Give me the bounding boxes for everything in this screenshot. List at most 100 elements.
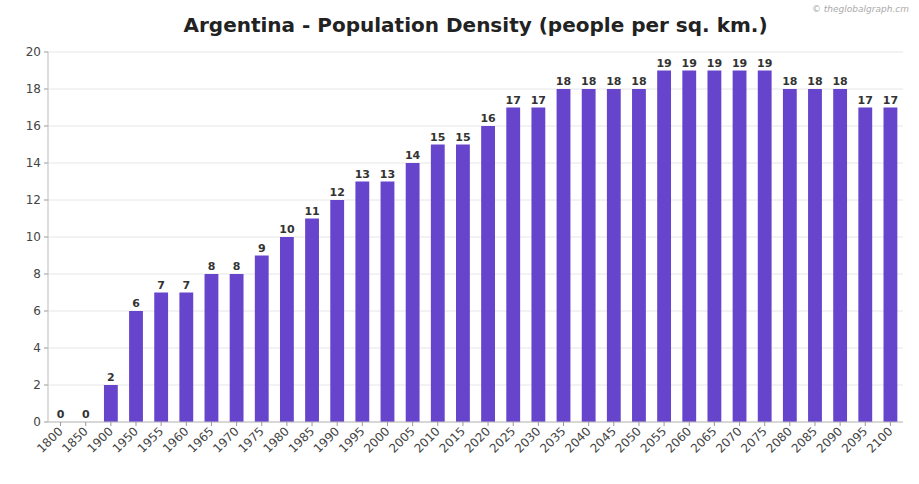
x-tick [387,422,388,426]
x-tick-label: 2030 [512,424,543,455]
data-label: 11 [304,205,319,218]
data-label: 8 [233,260,241,273]
data-label: 17 [883,94,898,107]
bar [682,71,696,423]
y-tick [44,274,48,275]
bar [456,145,470,423]
y-tick-label: 12 [26,193,41,207]
x-tick-label: 1985 [286,424,317,455]
bar [884,108,898,423]
x-tick [362,422,363,426]
data-label: 18 [581,75,596,88]
data-label: 13 [355,168,370,181]
y-tick-label: 20 [26,45,41,59]
data-label: 19 [656,57,671,70]
bar [632,89,646,422]
x-tick-label: 2075 [738,424,769,455]
x-tick [286,422,287,426]
x-tick-label: 2015 [437,424,468,455]
grid-line [48,274,903,275]
bar [205,274,219,422]
grid-line [48,163,903,164]
x-tick-label: 2090 [814,424,845,455]
x-tick [513,422,514,426]
data-label: 18 [606,75,621,88]
data-label: 18 [556,75,571,88]
x-tick [412,422,413,426]
x-tick [890,422,891,426]
x-tick-label: 2025 [487,424,518,455]
x-tick-label: 1995 [336,424,367,455]
y-tick [44,311,48,312]
x-tick-label: 1975 [235,424,266,455]
x-tick-label: 2045 [587,424,618,455]
bar [431,145,445,423]
y-tick [44,200,48,201]
x-tick-label: 2020 [462,424,493,455]
grid-line [48,422,903,423]
x-tick [85,422,86,426]
x-tick [664,422,665,426]
grid-line [48,52,903,53]
x-tick [236,422,237,426]
bars [104,71,897,423]
x-tick-label: 1965 [185,424,216,455]
x-tick [337,422,338,426]
bar [154,293,168,423]
x-tick-label: 2040 [562,424,593,455]
data-label: 6 [132,297,140,310]
x-tick [613,422,614,426]
bar [707,71,721,423]
x-tick [161,422,162,426]
x-tick [110,422,111,426]
y-tick-label: 10 [26,230,41,244]
bar [179,293,193,423]
bar [355,182,369,423]
x-tick-label: 2085 [789,424,820,455]
x-tick-label: 2000 [361,424,392,455]
bar [129,311,143,422]
y-tick [44,348,48,349]
x-tick [588,422,589,426]
data-label: 10 [279,223,295,236]
data-label: 19 [732,57,747,70]
bar [481,126,495,422]
x-tick-label: 1980 [261,424,292,455]
grid-line [48,200,903,201]
x-tick [538,422,539,426]
bar [381,182,395,423]
title: Argentina - Population Density (people p… [183,13,767,37]
x-tick-label: 1970 [210,424,241,455]
x-tick [211,422,212,426]
y-tick-label: 16 [26,119,41,133]
x-tick [563,422,564,426]
x-tick-label: 2005 [386,424,417,455]
data-label: 9 [258,242,266,255]
data-label: 18 [807,75,822,88]
chart-svg: 0246810121416182000267788910111213131415… [0,0,919,484]
x-tick [865,422,866,426]
bar [104,385,118,422]
x-tick-label: 1800 [34,424,65,455]
bar [783,89,797,422]
bar [230,274,244,422]
y-tick [44,237,48,238]
grid-line [48,348,903,349]
x-tick [312,422,313,426]
y-tick-label: 6 [33,304,41,318]
x-tick-label: 2060 [663,424,694,455]
grid-line [48,237,903,238]
x-tick-label: 2070 [713,424,744,455]
x-axis: 1800185019001950195519601965197019751980… [34,422,903,456]
data-label: 12 [330,186,345,199]
y-axis: 02468101214161820 [26,45,48,429]
x-tick [437,422,438,426]
data-label: 19 [682,57,697,70]
y-tick [44,89,48,90]
data-label: 7 [182,279,190,292]
x-tick [764,422,765,426]
data-label: 18 [832,75,847,88]
data-label: 17 [858,94,873,107]
y-axis-line [48,52,49,422]
x-tick-label: 2010 [411,424,442,455]
